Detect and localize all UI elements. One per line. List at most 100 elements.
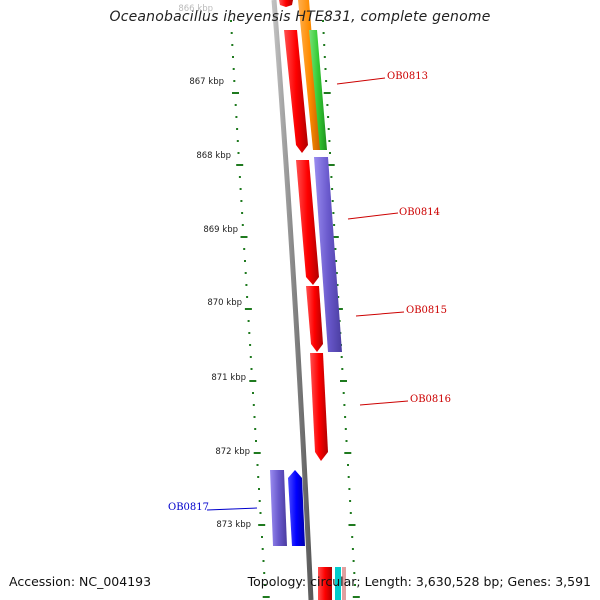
scale-tick-inner (235, 116, 238, 118)
scale-tick-inner (241, 212, 244, 214)
scale-tick-inner (258, 488, 260, 490)
scale-tick-inner (253, 416, 256, 418)
scale-tick-outer (323, 56, 326, 58)
scale-tick-outer (335, 260, 338, 262)
scale-tick-inner (245, 284, 248, 286)
scale-tick-outer (348, 488, 351, 490)
scale-label-870: 870 kbp (207, 298, 242, 308)
gene-label-ob0814[interactable]: OB0814 (399, 207, 440, 218)
scale-tick-inner (249, 344, 252, 346)
accession-text: Accession: NC_004193 (9, 574, 152, 589)
scale-tick-inner (232, 68, 235, 70)
scale-tick-outer (342, 392, 345, 394)
gene-cyan-bottom (335, 567, 341, 600)
scale-tick-outer (333, 224, 336, 226)
scale-tick-inner (247, 320, 250, 322)
scale-tick-inner (241, 224, 244, 226)
scale-tick-inner (252, 392, 254, 394)
gene-label-ob0817[interactable]: OB0817 (168, 502, 209, 513)
scale-tick-outer (340, 356, 343, 358)
scale-tick-outer (347, 476, 350, 478)
scale-tick-inner (244, 308, 252, 310)
scale-tick-inner (238, 176, 241, 178)
scale-label-871: 871 kbp (211, 373, 246, 383)
scale-ticks (230, 20, 360, 598)
scale-tick-outer (335, 272, 338, 274)
scale-tick-inner (250, 368, 253, 370)
scale-tick-inner (261, 536, 263, 538)
scale-label-873: 873 kbp (216, 520, 251, 530)
scale-tick-inner (255, 440, 257, 442)
gene-ob0817-purple (270, 470, 287, 546)
scale-tick-inner (249, 356, 252, 358)
gene-ob0813 (284, 30, 308, 153)
leader-ob0817 (206, 507, 258, 511)
scale-tick-inner (239, 188, 242, 190)
scale-tick-outer (323, 92, 331, 94)
scale-tick-inner (258, 500, 261, 502)
scale-tick-inner (243, 248, 246, 250)
scale-label-872: 872 kbp (215, 447, 250, 457)
gene-label-ob0816[interactable]: OB0816 (410, 394, 451, 405)
scale-tick-outer (353, 572, 356, 574)
scale-tick-inner (244, 272, 247, 274)
scale-tick-outer (327, 116, 330, 118)
scale-tick-outer (351, 536, 354, 538)
scale-tick-outer (354, 584, 356, 586)
scale-tick-outer (352, 560, 355, 562)
scale-tick-outer (344, 452, 352, 454)
scale-tick-inner (234, 104, 237, 106)
scale-tick-outer (351, 548, 354, 550)
scale-tick-outer (340, 380, 347, 382)
scale-tick-inner (231, 44, 234, 46)
scale-tick-inner (244, 260, 246, 262)
scale-tick-outer (352, 596, 360, 598)
scale-tick-outer (331, 236, 339, 238)
scale-tick-outer (331, 188, 334, 190)
scale-tick-outer (328, 140, 331, 142)
scale-label-867: 867 kbp (189, 77, 224, 87)
scale-tick-outer (329, 152, 331, 154)
scale-tick-inner (240, 200, 243, 202)
leader-ob0814 (347, 212, 399, 220)
scale-tick-outer (344, 416, 347, 418)
scale-label-868: 868 kbp (196, 151, 231, 161)
scale-tick-outer (348, 524, 356, 526)
scale-tick-outer (343, 404, 346, 406)
scale-tick-outer (322, 32, 325, 34)
genome-backbone (271, 0, 314, 600)
gene-features (270, 0, 346, 600)
scale-tick-inner (237, 152, 240, 154)
scale-label-866: 866 kbp (178, 4, 213, 14)
scale-tick-inner (246, 296, 249, 298)
scale-tick-outer (347, 464, 349, 466)
gene-orange (298, 0, 321, 150)
scale-tick-inner (232, 56, 234, 58)
gene-red-top (279, 0, 293, 7)
leader-ob0816 (359, 400, 409, 406)
scale-tick-inner (257, 476, 260, 478)
scale-tick-outer (326, 104, 329, 106)
gene-label-ob0813[interactable]: OB0813 (387, 71, 428, 82)
scale-tick-outer (349, 512, 352, 514)
genome-title: Oceanobacillus iheyensis HTE831, complet… (109, 9, 491, 25)
scale-tick-outer (322, 20, 324, 22)
scale-tick-outer (325, 80, 328, 82)
scale-tick-inner (230, 20, 232, 22)
scale-tick-inner (236, 128, 239, 130)
scale-tick-inner (259, 512, 262, 514)
scale-tick-outer (349, 500, 352, 502)
scale-tick-outer (332, 212, 335, 214)
gene-label-ob0815[interactable]: OB0815 (406, 305, 447, 316)
scale-tick-outer (345, 440, 348, 442)
gene-ob0816 (310, 353, 328, 461)
scale-tick-outer (335, 308, 343, 310)
scale-tick-inner (262, 596, 270, 598)
scale-tick-inner (232, 92, 239, 94)
scale-label-869: 869 kbp (203, 225, 238, 235)
scale-tick-outer (337, 296, 340, 298)
scale-tick-outer (323, 44, 326, 46)
scale-tick-outer (327, 164, 335, 166)
